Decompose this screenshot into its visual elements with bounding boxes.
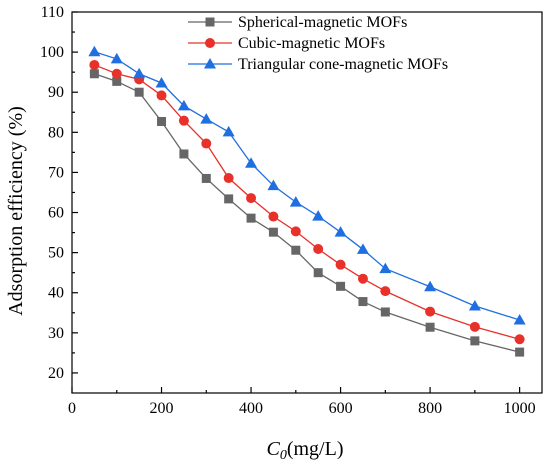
series-1	[89, 69, 525, 357]
data-point	[514, 334, 525, 345]
y-tick-label: 60	[48, 205, 64, 222]
data-point	[425, 306, 436, 317]
series-line	[94, 73, 520, 353]
data-point	[513, 314, 526, 325]
y-tick-label: 70	[48, 164, 64, 181]
data-point	[469, 321, 480, 332]
data-point	[88, 45, 101, 57]
legend-marker	[205, 38, 215, 48]
data-point	[515, 347, 525, 357]
legend-label: Cubic-magnetic MOFs	[238, 35, 385, 52]
data-point	[89, 69, 99, 79]
x-axis-title-main: C	[267, 438, 281, 460]
axes: 0 200 400 600 800 1000 20 30 40 50 60 70 80 90 100 110	[40, 4, 543, 417]
x-tick-label: 400	[239, 400, 263, 417]
data-point	[313, 268, 323, 278]
plot-frame	[71, 11, 543, 394]
y-tick-label: 110	[41, 4, 64, 21]
data-point	[201, 173, 211, 183]
data-point	[224, 194, 234, 204]
data-point	[246, 213, 256, 223]
x-tick-label: 0	[68, 400, 76, 417]
data-point	[134, 87, 144, 97]
data-point	[336, 281, 346, 291]
data-point	[155, 76, 168, 88]
y-tick-label: 40	[48, 285, 64, 302]
data-point	[200, 113, 213, 124]
legend-item-3: Triangular cone-magnetic MOFs	[188, 56, 448, 73]
x-axis-title: C0(mg/L)	[267, 438, 344, 463]
data-point	[289, 196, 302, 207]
data-point	[357, 273, 368, 284]
x-axis-title-unit: (mg/L)	[287, 438, 344, 460]
data-point	[379, 262, 392, 274]
data-point	[335, 259, 346, 270]
data-point	[425, 322, 435, 332]
data-point	[179, 149, 189, 159]
data-point	[358, 297, 368, 307]
data-point	[89, 59, 100, 70]
data-point	[470, 336, 480, 346]
data-point	[334, 226, 347, 237]
data-point	[268, 211, 279, 222]
legend-label: Triangular cone-magnetic MOFs	[238, 56, 448, 73]
legend-label: Spherical-magnetic MOFs	[238, 14, 407, 31]
data-point	[291, 245, 301, 255]
y-tick-label: 20	[48, 365, 64, 382]
data-point	[356, 243, 369, 254]
data-point	[312, 210, 325, 221]
data-point	[156, 90, 167, 101]
x-tick-label: 600	[329, 400, 353, 417]
data-point	[201, 138, 212, 149]
data-point	[290, 226, 301, 237]
series-2	[89, 59, 525, 345]
y-tick-label: 50	[48, 245, 64, 262]
data-point	[133, 67, 146, 79]
x-tick-label: 800	[418, 400, 442, 417]
y-tick-label: 80	[48, 124, 64, 141]
y-tick-label: 90	[48, 84, 64, 101]
y-axis-title: Adsorption efficiency (%)	[5, 106, 27, 316]
legend-marker	[204, 58, 216, 69]
data-point	[380, 286, 391, 297]
data-point	[223, 173, 234, 184]
data-point	[313, 244, 324, 255]
data-point	[468, 299, 481, 311]
data-point	[380, 307, 390, 317]
legend-item-1: Spherical-magnetic MOFs	[188, 14, 407, 31]
data-point	[157, 116, 167, 126]
legend: Spherical-magnetic MOFs Cubic-magnetic MO…	[188, 14, 448, 73]
x-tick-label: 200	[150, 400, 174, 417]
data-point	[178, 115, 189, 126]
x-tick-label: 1000	[504, 400, 536, 417]
data-point	[245, 157, 258, 168]
legend-marker	[205, 17, 215, 27]
data-point	[177, 99, 190, 111]
data-point	[222, 125, 235, 137]
data-point	[110, 52, 123, 64]
legend-item-2: Cubic-magnetic MOFs	[188, 35, 385, 52]
series-layer	[88, 45, 526, 357]
y-tick-label: 30	[48, 325, 64, 342]
data-point	[111, 68, 122, 79]
data-point	[246, 193, 257, 204]
series-3	[88, 45, 526, 325]
data-point	[267, 179, 280, 191]
x-axis-title-sub: 0	[280, 448, 287, 463]
data-point	[112, 76, 122, 86]
y-tick-label: 100	[40, 44, 64, 61]
data-point	[424, 280, 437, 292]
data-point	[268, 227, 278, 237]
